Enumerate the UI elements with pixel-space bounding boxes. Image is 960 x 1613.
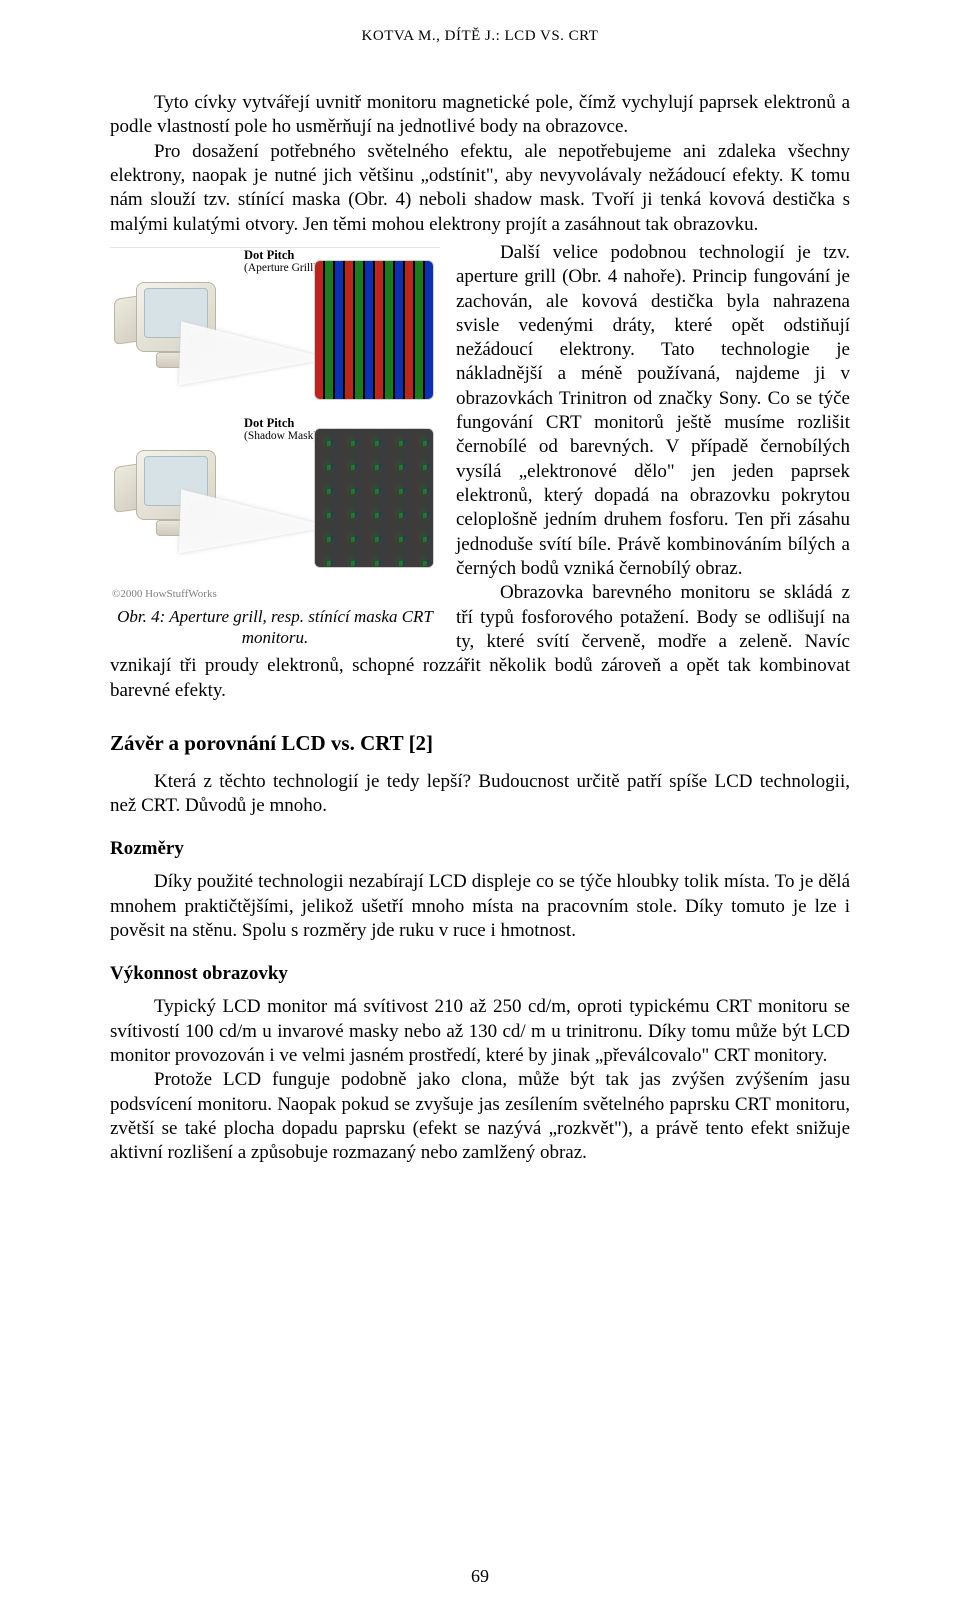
illus-row-shadowmask: Dot Pitch (Shadow Mask) bbox=[110, 416, 440, 584]
figure-and-wrapped-text: Dot Pitch (Aperture Grill) Dot Pitch (Sh… bbox=[110, 241, 850, 703]
aperture-grill-sublabel: (Aperture Grill) bbox=[244, 262, 317, 274]
dot-pitch-label: Dot Pitch bbox=[244, 416, 294, 431]
electron-beam-icon bbox=[180, 294, 330, 364]
paragraph-shadowmask-intro: Pro dosažení potřebného světelného efekt… bbox=[110, 140, 850, 237]
illus-row-aperture: Dot Pitch (Aperture Grill) bbox=[110, 247, 440, 416]
shadow-mask-panel bbox=[314, 428, 434, 568]
figure-4-caption: Obr. 4: Aperture grill, resp. stínící ma… bbox=[110, 606, 440, 649]
shadow-mask-sublabel: (Shadow Mask) bbox=[244, 430, 317, 442]
paragraph-coils: Tyto cívky vytvářejí uvnitř monitoru mag… bbox=[110, 91, 850, 140]
section-title-conclusion: Závěr a porovnání LCD vs. CRT [2] bbox=[110, 731, 850, 756]
figure-copyright: ©2000 HowStuffWorks bbox=[110, 584, 440, 600]
electron-beam-icon bbox=[180, 462, 330, 532]
paragraph-performance-2: Protože LCD funguje podobně jako clona, … bbox=[110, 1068, 850, 1165]
figure-4-illustration: Dot Pitch (Aperture Grill) Dot Pitch (Sh… bbox=[110, 247, 440, 600]
page-number: 69 bbox=[0, 1566, 960, 1587]
dot-pitch-label: Dot Pitch bbox=[244, 248, 294, 263]
figure-4: Dot Pitch (Aperture Grill) Dot Pitch (Sh… bbox=[110, 247, 440, 649]
paragraph-performance-1: Typický LCD monitor má svítivost 210 až … bbox=[110, 995, 850, 1068]
subsection-title-dimensions: Rozměry bbox=[110, 838, 850, 860]
paragraph-conclusion-intro: Která z těchto technologií je tedy lepší… bbox=[110, 770, 850, 819]
page: KOTVA M., DÍTĚ J.: LCD VS. CRT Tyto cívk… bbox=[0, 0, 960, 1613]
subsection-title-performance: Výkonnost obrazovky bbox=[110, 963, 850, 985]
aperture-grill-panel bbox=[314, 260, 434, 400]
paragraph-dimensions: Díky použité technologii nezabírají LCD … bbox=[110, 870, 850, 943]
running-header: KOTVA M., DÍTĚ J.: LCD VS. CRT bbox=[110, 28, 850, 45]
